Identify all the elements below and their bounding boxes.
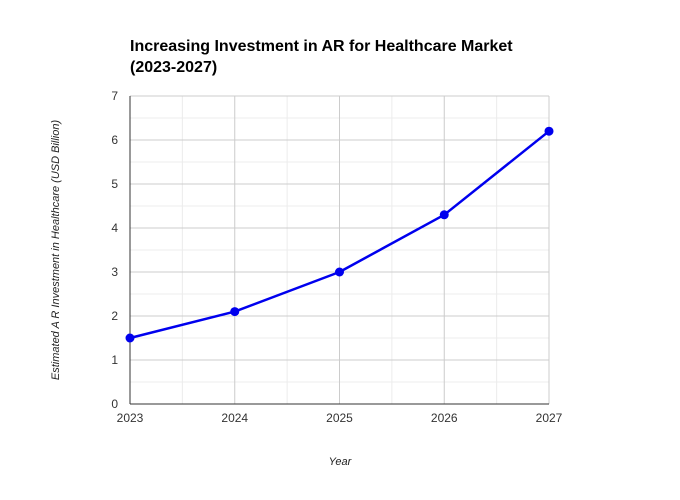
major-gridlines [130,95,550,404]
data-point [335,267,344,277]
x-tick-labels: 2023 2024 2025 2026 2027 [117,411,563,425]
x-tick-label: 2026 [431,411,458,425]
x-tick-label: 2024 [221,411,248,425]
data-point [230,307,240,317]
x-axis-label: Year [329,456,353,468]
x-tick-label: 2025 [326,411,353,425]
chart-title-line-2: (2023-2027) [130,59,218,76]
chart-title-line-1: Increasing Investment in AR for Healthca… [130,38,513,55]
data-point [125,333,135,343]
y-tick-labels: 0 1 2 3 4 5 6 7 [111,89,118,411]
y-tick-label: 0 [111,397,118,411]
y-tick-label: 1 [111,353,118,367]
axes [129,96,549,405]
y-tick-label: 5 [111,177,118,191]
chart-title: Increasing Investment in AR for Healthca… [130,36,570,78]
series-points [125,126,554,343]
y-tick-label: 3 [111,265,118,279]
y-tick-label: 2 [111,309,118,323]
y-tick-label: 6 [111,133,118,147]
data-point [439,210,449,220]
data-point [544,126,554,136]
y-tick-label: 7 [111,89,118,103]
minor-gridlines [130,96,549,404]
y-tick-label: 4 [111,221,118,235]
y-axis-label: Estimated A R Investment in Healthcare (… [50,120,62,381]
x-tick-label: 2027 [536,411,563,425]
x-tick-label: 2023 [117,411,144,425]
